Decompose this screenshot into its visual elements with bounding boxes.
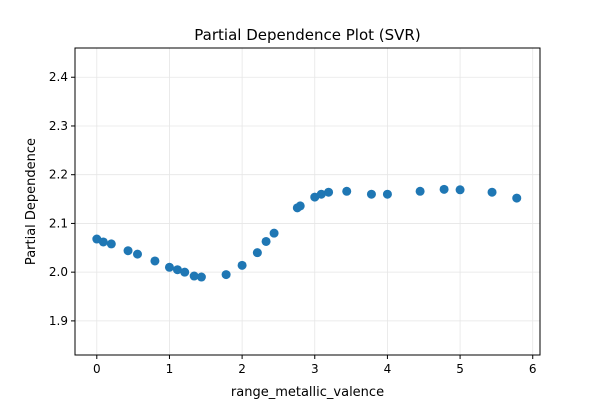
x-tick-label: 3: [311, 362, 319, 376]
data-point: [221, 270, 231, 280]
x-tick-label: 4: [384, 362, 392, 376]
y-tick-label: 2.2: [49, 168, 68, 182]
data-point: [269, 228, 279, 238]
data-point: [123, 246, 133, 256]
x-tick-label: 2: [238, 362, 246, 376]
data-point: [324, 187, 334, 197]
x-axis-title: range_metallic_valence: [231, 385, 384, 400]
data-point: [342, 186, 352, 196]
data-point: [366, 189, 376, 199]
points-layer: [92, 184, 522, 282]
data-point: [261, 236, 271, 246]
data-point: [455, 185, 465, 195]
data-point: [439, 184, 449, 194]
x-tick-label: 5: [456, 362, 464, 376]
data-point: [132, 249, 142, 259]
data-point: [98, 237, 108, 247]
ticks-layer: 0 1 2 3 4 5 6 1.9 2.0 2.1 2.2 2.3 2.4: [49, 70, 537, 376]
data-point: [180, 267, 190, 277]
data-point: [415, 186, 425, 196]
data-point: [189, 271, 199, 281]
data-point: [316, 189, 326, 199]
y-axis-title: Partial Dependence: [24, 138, 39, 265]
plot-frame: [74, 47, 541, 356]
y-tick-label: 2.4: [49, 70, 68, 84]
y-tick-label: 1.9: [49, 314, 68, 328]
x-tick-label: 1: [166, 362, 174, 376]
data-point: [487, 187, 497, 197]
data-point: [382, 189, 392, 199]
data-point: [295, 201, 305, 211]
y-tick-label: 2.3: [49, 119, 68, 133]
data-point: [150, 256, 160, 266]
data-point: [237, 260, 247, 270]
data-point: [512, 193, 522, 203]
y-tick-label: 2.1: [49, 216, 68, 230]
x-tick-label: 6: [529, 362, 537, 376]
data-point: [252, 248, 262, 258]
x-tick-label: 0: [93, 362, 101, 376]
data-point: [172, 265, 182, 275]
y-tick-label: 2.0: [49, 265, 68, 279]
chart-title: Partial Dependence Plot (SVR): [194, 26, 420, 44]
data-point: [106, 239, 116, 249]
data-point: [196, 272, 206, 282]
data-point: [164, 262, 174, 272]
grid-layer: [75, 48, 540, 355]
